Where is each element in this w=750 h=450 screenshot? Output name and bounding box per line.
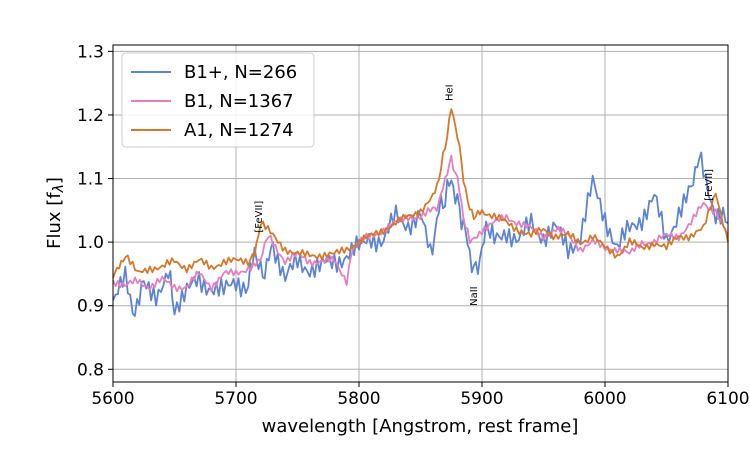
x-axis-label: wavelength [Angstrom, rest frame] [262,416,579,437]
line-annotations: [FeVII] HeI NaII [FeVII] [254,84,715,306]
legend-entry: B1+, N=266 [184,62,297,83]
legend-entry: A1, N=1274 [184,120,294,141]
legend-box [121,52,315,148]
y-tick-label: 0.8 [77,360,104,380]
annotation-label: HeI [444,84,455,101]
y-axis-label-end: ] [44,177,65,184]
series-line-3 [112,108,729,279]
y-axis-label: Flux [fλ] [44,177,67,249]
series-line-1 [112,151,729,317]
x-tick-label: 6100 [706,389,749,409]
x-tick-label: 6000 [583,389,626,409]
y-tick-label: 1.3 [77,42,104,62]
legend-entry: B1, N=1367 [184,91,294,112]
annotation-label: NaII [469,286,480,306]
y-axis-label-main: Flux [f [44,192,65,249]
x-tick-label: 5600 [91,389,134,409]
legend: B1+, N=266 B1, N=1367 A1, N=1274 [121,52,315,148]
plot-frame [112,44,729,383]
series-lines [112,108,729,317]
series-line-2 [112,154,729,293]
y-tick-label: 1.2 [77,106,104,126]
y-tick-label: 0.9 [77,297,104,317]
x-axis-ticks: 5600 5700 5800 5900 6000 6100 [91,382,750,409]
y-axis-ticks: 0.8 0.9 1.0 1.1 1.2 1.3 [77,42,113,380]
y-tick-label: 1.0 [77,233,104,253]
annotation-label: [FeVII] [254,201,265,233]
y-tick-label: 1.1 [77,170,104,190]
y-axis-label-sub: λ [51,184,67,193]
x-tick-label: 5800 [337,389,380,409]
x-tick-label: 5900 [460,389,503,409]
annotation-label: [FeVII] [704,169,715,201]
x-tick-label: 5700 [214,389,257,409]
